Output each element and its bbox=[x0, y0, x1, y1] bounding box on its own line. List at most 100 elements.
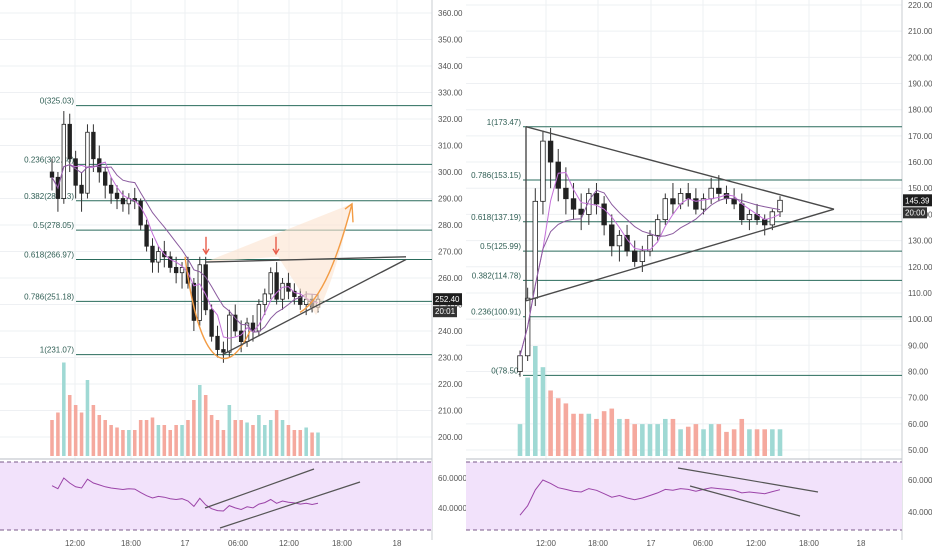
volume-bar bbox=[257, 415, 261, 456]
candle-body bbox=[227, 314, 232, 353]
volume-bar bbox=[747, 429, 752, 456]
resistance-line bbox=[204, 256, 407, 263]
candle-body bbox=[156, 251, 161, 263]
volume-bar bbox=[578, 413, 584, 456]
volume-bar bbox=[286, 425, 291, 456]
volume-bar bbox=[198, 385, 202, 456]
candle-body bbox=[49, 171, 55, 178]
candle-body bbox=[570, 198, 577, 210]
volume-bar bbox=[555, 398, 561, 456]
price-tick-label: 150.00 bbox=[908, 184, 932, 193]
volume-bar bbox=[754, 429, 760, 456]
volume-bar bbox=[594, 418, 599, 456]
volume-bar bbox=[62, 362, 66, 456]
candle-body bbox=[120, 198, 126, 205]
price-tick-label: 300.00 bbox=[438, 168, 463, 177]
fib-level-label: 0(78.50) bbox=[491, 366, 521, 375]
volume-bar bbox=[215, 420, 220, 456]
candle-body bbox=[547, 140, 554, 163]
price-tick-label: 330.00 bbox=[438, 89, 463, 98]
candle-body bbox=[708, 187, 714, 200]
rsi-tick-label: 60.0000 bbox=[908, 476, 932, 485]
candle-body bbox=[762, 219, 768, 226]
volume-bar bbox=[716, 424, 722, 456]
candle-body bbox=[555, 161, 561, 189]
candle-body bbox=[73, 158, 78, 186]
moving-average-line bbox=[51, 161, 319, 339]
time-tick-label: 12:00 bbox=[536, 539, 557, 548]
volume-bar bbox=[251, 425, 255, 456]
volume-bar bbox=[85, 380, 90, 456]
volume-bar bbox=[180, 425, 184, 456]
volume-bar bbox=[292, 430, 297, 456]
ascending-trend-line bbox=[221, 258, 407, 356]
rsi-tick-label: 40.0000 bbox=[438, 504, 467, 513]
candle-body bbox=[716, 187, 722, 194]
candle-body bbox=[639, 250, 646, 262]
price-tick-label: 270.00 bbox=[438, 248, 463, 257]
volume-bar bbox=[685, 426, 691, 456]
volume-bar bbox=[174, 425, 178, 456]
price-tick-label: 120.00 bbox=[908, 263, 932, 272]
volume-bar bbox=[156, 425, 161, 456]
volume-bar bbox=[97, 415, 102, 456]
countdown-value: 20:00 bbox=[905, 208, 926, 217]
price-tick-label: 230.00 bbox=[438, 354, 463, 363]
volume-bar bbox=[640, 424, 645, 456]
projection-curve bbox=[299, 203, 353, 314]
volume-bar bbox=[121, 430, 125, 456]
down-arrow-head bbox=[272, 248, 280, 256]
candle-body bbox=[179, 266, 185, 274]
volume-bar bbox=[525, 377, 530, 456]
volume-bar bbox=[233, 420, 238, 456]
time-tick-label: 12:00 bbox=[65, 539, 86, 548]
candle-body bbox=[662, 198, 668, 221]
candle-body bbox=[138, 200, 143, 226]
candle-body bbox=[61, 123, 66, 199]
volume-bar bbox=[144, 420, 149, 456]
volume-bar bbox=[517, 424, 523, 456]
projection-arrowhead bbox=[344, 202, 354, 223]
volume-bar bbox=[73, 405, 78, 456]
rsi-channel-upper bbox=[204, 468, 315, 509]
candles bbox=[517, 128, 783, 377]
volume-bar bbox=[115, 427, 119, 456]
time-tick-label: 12:00 bbox=[279, 539, 300, 548]
price-tick-label: 340.00 bbox=[438, 62, 463, 71]
volume-bar bbox=[316, 432, 320, 456]
left-price-chart[interactable]: 360.00 350.00 340.00 330.00 320.00 310.00 300.… bbox=[0, 0, 467, 548]
volume-bar bbox=[150, 417, 155, 456]
fib-level-label: 1(173.47) bbox=[487, 118, 522, 127]
candle-body bbox=[624, 234, 630, 252]
volume-bar bbox=[50, 420, 54, 456]
volume-bar bbox=[563, 403, 569, 456]
volume-bar bbox=[724, 431, 729, 456]
fib-level-label: 0.786(153.15) bbox=[471, 171, 521, 180]
volume-bar bbox=[663, 418, 668, 456]
price-tick-label: 360.00 bbox=[438, 9, 463, 18]
volume-bar bbox=[192, 400, 196, 456]
candle-body bbox=[274, 272, 279, 300]
volume-bar bbox=[203, 395, 208, 456]
volume-bar bbox=[209, 415, 214, 456]
candle-body bbox=[654, 219, 661, 236]
candle-body bbox=[85, 131, 90, 194]
triangle-upper-line bbox=[525, 126, 835, 210]
candle-body bbox=[197, 264, 202, 321]
fib-level-label: 0.618(137.19) bbox=[471, 213, 521, 222]
candle-body bbox=[563, 187, 569, 200]
price-tick-label: 210.00 bbox=[908, 27, 932, 36]
price-tick-label: 280.00 bbox=[438, 221, 463, 230]
time-tick-label: 06:00 bbox=[228, 539, 249, 548]
time-tick-label: 18:00 bbox=[799, 539, 820, 548]
price-tick-label: 210.00 bbox=[438, 407, 463, 416]
volume-bar bbox=[739, 418, 745, 456]
volume-bar bbox=[762, 429, 767, 456]
price-tick-label: 160.00 bbox=[908, 158, 932, 167]
countdown-tag bbox=[433, 306, 457, 318]
price-tick-label: 50.00 bbox=[908, 446, 929, 455]
right-price-chart[interactable]: 220.00 210.00 200.00 190.00 180.00 170.00 160.… bbox=[466, 0, 932, 548]
volume-bar bbox=[127, 430, 131, 456]
volume-bar bbox=[678, 429, 683, 456]
candle-body bbox=[739, 203, 745, 221]
